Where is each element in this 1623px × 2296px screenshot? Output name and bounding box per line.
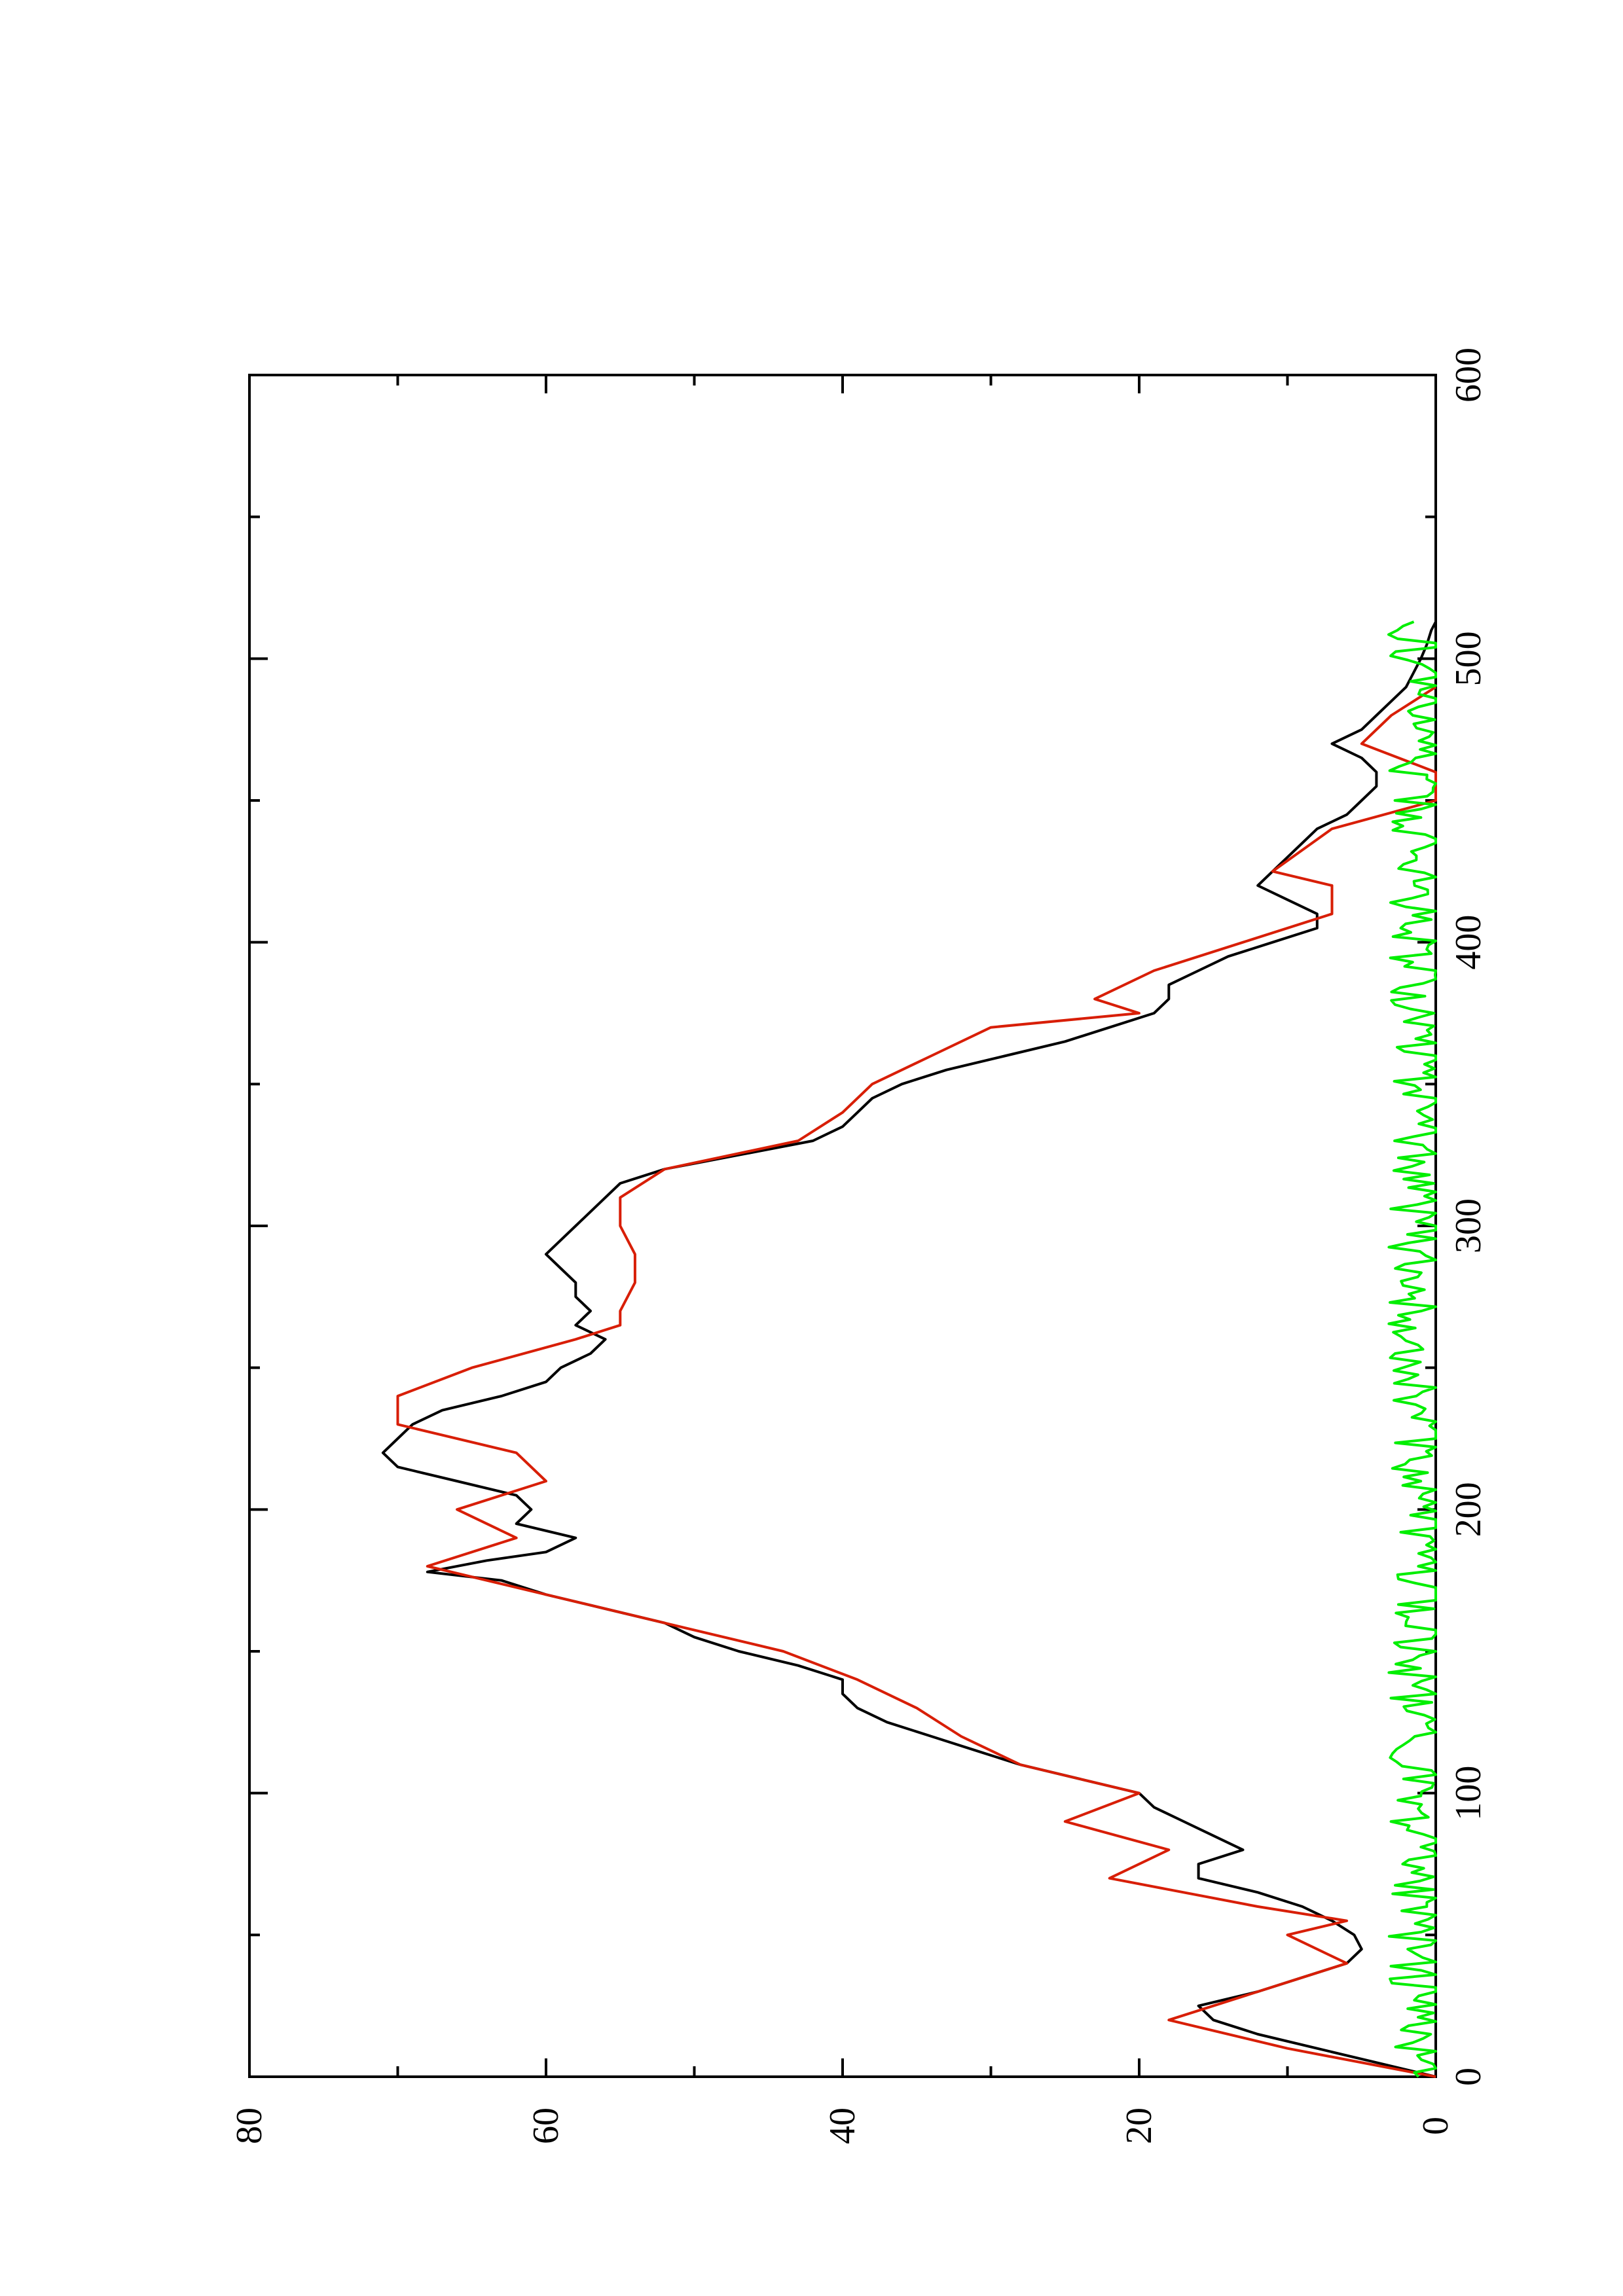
x-tick-label: 500 bbox=[1448, 631, 1489, 686]
y-tick-label: 20 bbox=[1119, 2108, 1159, 2144]
y-tick-label: 0 bbox=[1415, 2117, 1456, 2135]
plot-area: 0 100 200 300 400 500 600 0 20 40 60 80 bbox=[229, 348, 1489, 2144]
axis-tick-labels: 0 100 200 300 400 500 600 0 20 40 60 80 bbox=[229, 348, 1489, 2144]
y-tick-label: 60 bbox=[526, 2108, 566, 2144]
axis-ticks bbox=[248, 374, 1437, 2078]
y-tick-label: 80 bbox=[229, 2108, 270, 2144]
x-tick-label: 300 bbox=[1448, 1198, 1489, 1253]
series-layer bbox=[381, 620, 1437, 2078]
y-tick-label: 40 bbox=[822, 2108, 863, 2144]
x-tick-label: 400 bbox=[1448, 915, 1489, 970]
series-line-3 bbox=[1387, 620, 1437, 2078]
x-tick-label: 0 bbox=[1448, 2068, 1489, 2086]
x-tick-label: 100 bbox=[1448, 1766, 1489, 1821]
x-tick-label: 200 bbox=[1448, 1482, 1489, 1537]
x-tick-label: 600 bbox=[1448, 348, 1489, 403]
series-line-1 bbox=[381, 621, 1437, 2078]
plot-frame bbox=[248, 374, 1437, 2078]
series-line-2 bbox=[396, 686, 1437, 2078]
